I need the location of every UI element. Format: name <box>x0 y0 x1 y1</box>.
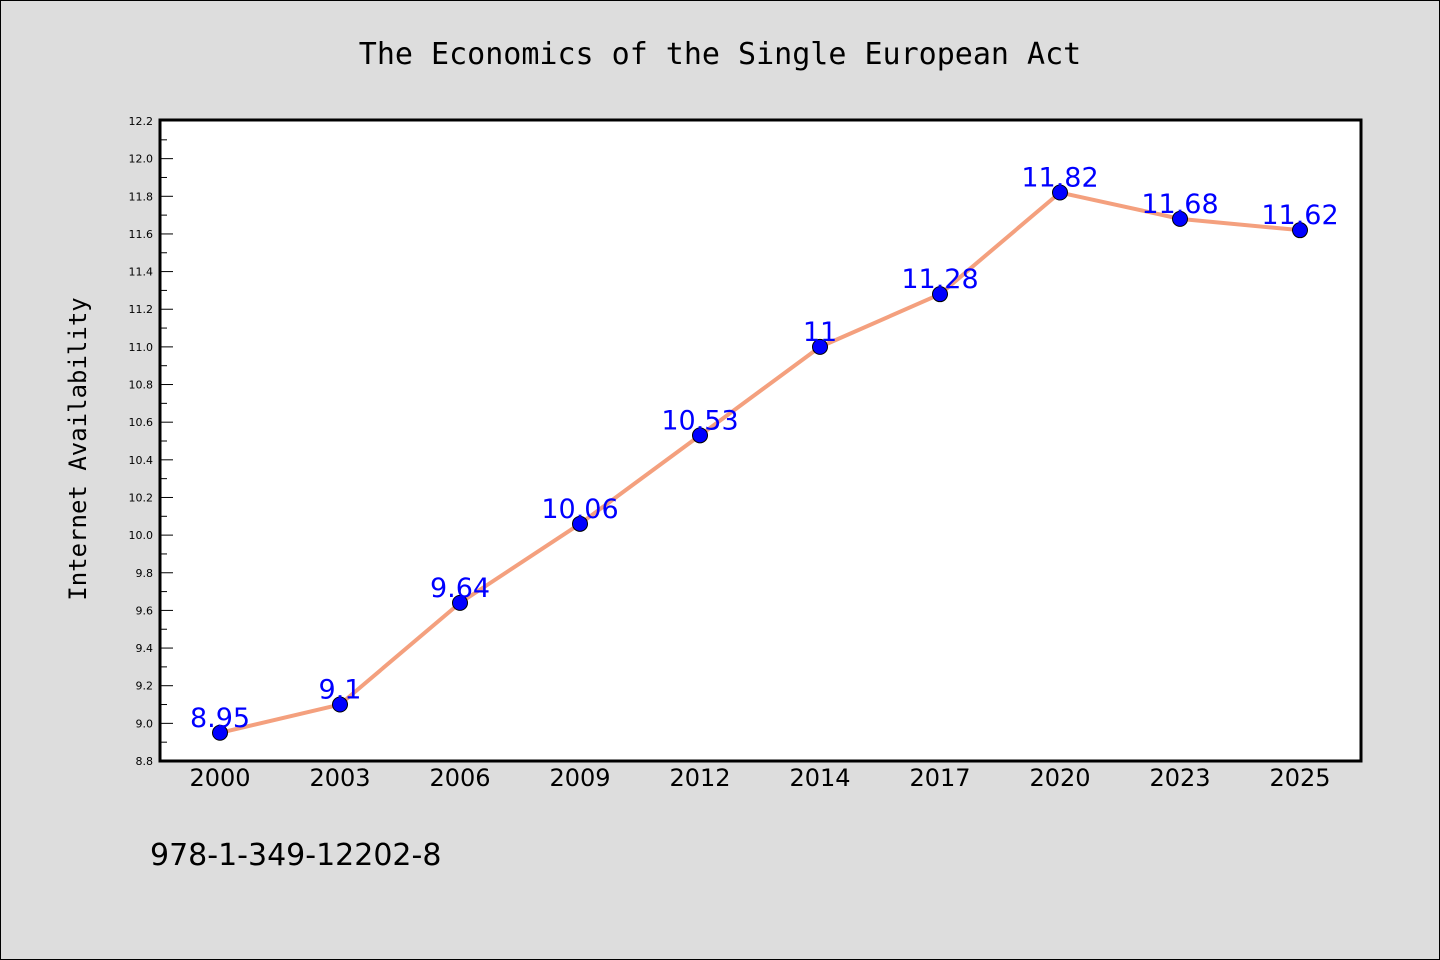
data-point <box>1052 184 1068 201</box>
data-label: 10.06 <box>541 494 618 525</box>
y-tick-label: 12.0 <box>129 153 154 166</box>
data-point <box>452 594 468 611</box>
y-tick-label: 10.2 <box>129 491 154 504</box>
y-tick-label: 9.2 <box>136 680 154 693</box>
data-label: 11.62 <box>1261 200 1338 231</box>
y-tick-label: 9.6 <box>136 604 154 617</box>
y-tick-label: 11.0 <box>129 341 154 354</box>
data-point <box>572 515 588 532</box>
data-point <box>812 338 828 355</box>
y-tick-label: 9.0 <box>136 717 154 730</box>
plot-area <box>158 118 1363 763</box>
y-axis-ticks <box>161 120 173 762</box>
data-label: 8.95 <box>190 703 250 734</box>
footnote-isbn: 978-1-349-12202-8 <box>150 838 441 873</box>
data-label: 9.64 <box>430 573 490 604</box>
data-label: 11.82 <box>1021 163 1098 194</box>
x-tick-label: 2017 <box>909 764 970 792</box>
y-tick-label: 9.4 <box>136 642 154 655</box>
data-point <box>1292 222 1308 239</box>
data-point <box>932 286 948 303</box>
y-tick-label: 11.2 <box>129 303 154 316</box>
data-point <box>692 427 708 444</box>
y-tick-label: 10.0 <box>129 529 154 542</box>
x-tick-label: 2012 <box>669 764 730 792</box>
y-tick-label: 10.4 <box>129 454 154 467</box>
data-label: 10.53 <box>661 405 738 436</box>
x-tick-label: 2020 <box>1029 764 1090 792</box>
data-point <box>332 696 348 713</box>
x-tick-label: 2000 <box>189 764 250 792</box>
y-tick-label: 10.6 <box>129 416 154 429</box>
series-line-group <box>218 190 1302 735</box>
series-line <box>218 190 1302 735</box>
y-axis-label: Internet Availability <box>64 297 92 600</box>
y-tick-label: 11.8 <box>129 190 154 203</box>
y-tick-label: 8.8 <box>136 755 154 768</box>
y-axis-tick-labels: 8.8 9.0 9.2 9.4 9.6 9.8 10.0 10.2 10.4 10.6 10.8 11… <box>129 115 154 768</box>
data-label: 9.1 <box>319 675 362 706</box>
x-tick-label: 2014 <box>789 764 850 792</box>
x-tick-label: 2009 <box>549 764 610 792</box>
y-tick-label: 9.8 <box>136 567 154 580</box>
data-label: 11.28 <box>901 264 978 295</box>
data-labels: 8.95 9.1 9.64 10.06 10.53 11 11.28 11.82 11.68 11… <box>190 163 1339 734</box>
x-tick-label: 2006 <box>429 764 490 792</box>
chart-title: The Economics of the Single European Act <box>359 37 1081 72</box>
y-tick-label: 12.2 <box>129 115 154 128</box>
data-point <box>1172 210 1188 227</box>
x-axis-tick-labels: 2000 2003 2006 2009 2012 2014 2017 2020 2023 2025 <box>189 764 1330 792</box>
series-markers <box>212 184 1308 741</box>
y-tick-label: 11.6 <box>129 228 154 241</box>
y-tick-label: 10.8 <box>129 379 154 392</box>
data-point <box>212 724 228 741</box>
y-tick-label: 11.4 <box>129 266 154 279</box>
data-label: 11 <box>803 317 837 348</box>
data-label: 11.68 <box>1141 189 1218 220</box>
x-tick-label: 2003 <box>309 764 370 792</box>
x-tick-label: 2023 <box>1149 764 1210 792</box>
x-tick-label: 2025 <box>1269 764 1330 792</box>
